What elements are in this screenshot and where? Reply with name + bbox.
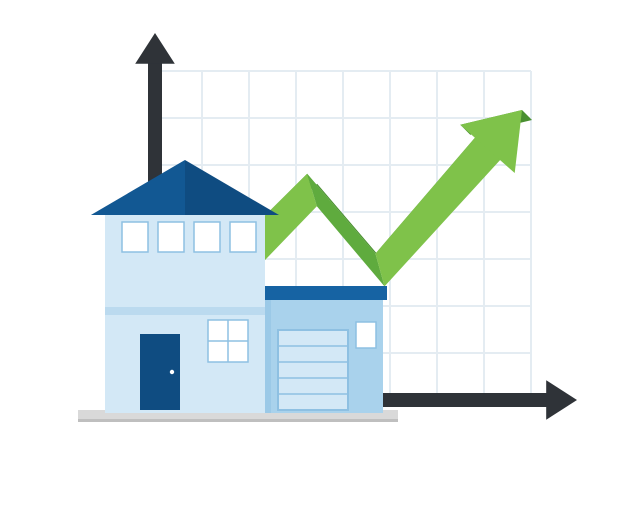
house-icon	[78, 160, 398, 422]
real-estate-growth-infographic	[0, 0, 626, 522]
